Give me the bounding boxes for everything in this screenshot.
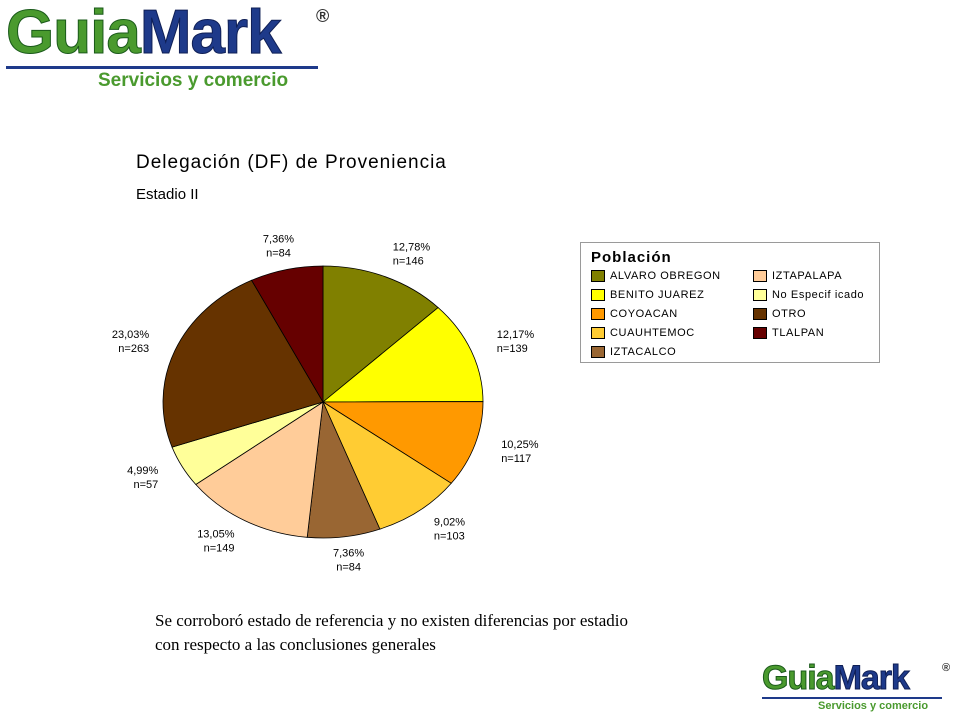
- slice-count-label: n=103: [434, 531, 465, 543]
- pie-slice-3: [322, 400, 452, 530]
- logo-underline: [6, 66, 318, 69]
- registered-mark: ®: [316, 6, 330, 26]
- legend-item: No Especif icado: [753, 288, 864, 302]
- legend-swatch: [591, 327, 605, 339]
- pie-slice-0: [322, 265, 439, 403]
- chart-subtitle: Estadio II: [136, 186, 199, 203]
- legend-swatch: [591, 346, 605, 358]
- pie-slice-7: [162, 279, 324, 448]
- legend-label: BENITO JUAREZ: [610, 289, 705, 301]
- legend-item: TLALPAN: [753, 326, 824, 340]
- header-logo: GuiaMark ® Servicios y comercio: [6, 0, 346, 94]
- registered-mark: ®: [942, 662, 951, 674]
- pie-slice-8: [251, 265, 324, 404]
- slice-percent-label: 10,25%: [501, 439, 539, 451]
- legend-swatch: [591, 289, 605, 301]
- chart-legend: Población ALVARO OBREGON BENITO JUAREZ COY…: [580, 242, 880, 363]
- logo-tagline: Servicios y comercio: [98, 70, 289, 91]
- slice-count-label: n=84: [266, 247, 291, 259]
- slice-percent-label: 12,78%: [393, 242, 431, 254]
- slice-count-label: n=84: [336, 562, 361, 574]
- legend-swatch: [753, 270, 767, 282]
- logo-tagline: Servicios y comercio: [818, 700, 929, 712]
- conclusion-text: Se corroboró estado de referencia y no e…: [155, 609, 628, 657]
- legend-item: CUAUHTEMOC: [591, 326, 695, 340]
- legend-swatch: [753, 308, 767, 320]
- logo-wordmark: GuiaMark: [762, 659, 911, 697]
- pie-slice-5: [195, 401, 324, 538]
- legend-label: TLALPAN: [772, 327, 825, 339]
- pie-slice-2: [321, 401, 484, 484]
- legend-swatch: [753, 327, 767, 339]
- conclusion-line-1: Se corroboró estado de referencia y no e…: [155, 611, 628, 630]
- legend-label: ALVARO OBREGON: [610, 270, 721, 282]
- legend-item: IZTAPALAPA: [753, 269, 842, 283]
- slice-count-label: n=139: [497, 343, 528, 355]
- legend-label: CUAUHTEMOC: [610, 327, 695, 339]
- slice-percent-label: 23,03%: [112, 329, 150, 341]
- legend-swatch: [591, 308, 605, 320]
- slice-count-label: n=149: [204, 543, 235, 555]
- slice-percent-label: 13,05%: [197, 529, 235, 541]
- logo-brand-part2: Mark: [139, 0, 282, 67]
- legend-item: BENITO JUAREZ: [591, 288, 704, 302]
- logo-brand-part1: Guia: [6, 0, 142, 67]
- slice-percent-label: 12,17%: [497, 329, 535, 341]
- logo-brand-part1: Guia: [762, 659, 836, 697]
- legend-item: OTRO: [753, 307, 806, 321]
- legend-label: COYOACAN: [610, 308, 678, 320]
- chart-title: Delegación (DF) de Proveniencia: [136, 152, 447, 173]
- slice-percent-label: 7,36%: [333, 548, 364, 560]
- slice-count-label: n=263: [118, 343, 149, 355]
- legend-swatch: [591, 270, 605, 282]
- logo-wordmark: GuiaMark: [6, 0, 283, 67]
- legend-swatch: [753, 289, 767, 301]
- legend-item: IZTACALCO: [591, 345, 676, 359]
- legend-title: Población: [591, 249, 672, 266]
- footer-logo: GuiaMark ® Servicios y comercio: [762, 660, 958, 716]
- legend-item: COYOACAN: [591, 307, 678, 321]
- legend-item: ALVARO OBREGON: [591, 269, 721, 283]
- pie-slice-1: [321, 307, 484, 403]
- logo-underline: [762, 697, 942, 699]
- legend-label: No Especif icado: [772, 289, 865, 301]
- slice-percent-label: 4,99%: [127, 465, 158, 477]
- slice-percent-label: 9,02%: [434, 517, 465, 529]
- legend-label: IZTACALCO: [610, 346, 677, 358]
- slice-percent-label: 7,36%: [263, 233, 294, 245]
- slice-count-label: n=57: [134, 479, 159, 491]
- legend-label: IZTAPALAPA: [772, 270, 843, 282]
- legend-label: OTRO: [772, 308, 807, 320]
- logo-brand-part2: Mark: [833, 659, 910, 697]
- slice-count-label: n=146: [393, 256, 424, 268]
- conclusion-line-2: con respecto a las conclusiones generale…: [155, 635, 436, 654]
- slice-count-label: n=117: [501, 453, 531, 465]
